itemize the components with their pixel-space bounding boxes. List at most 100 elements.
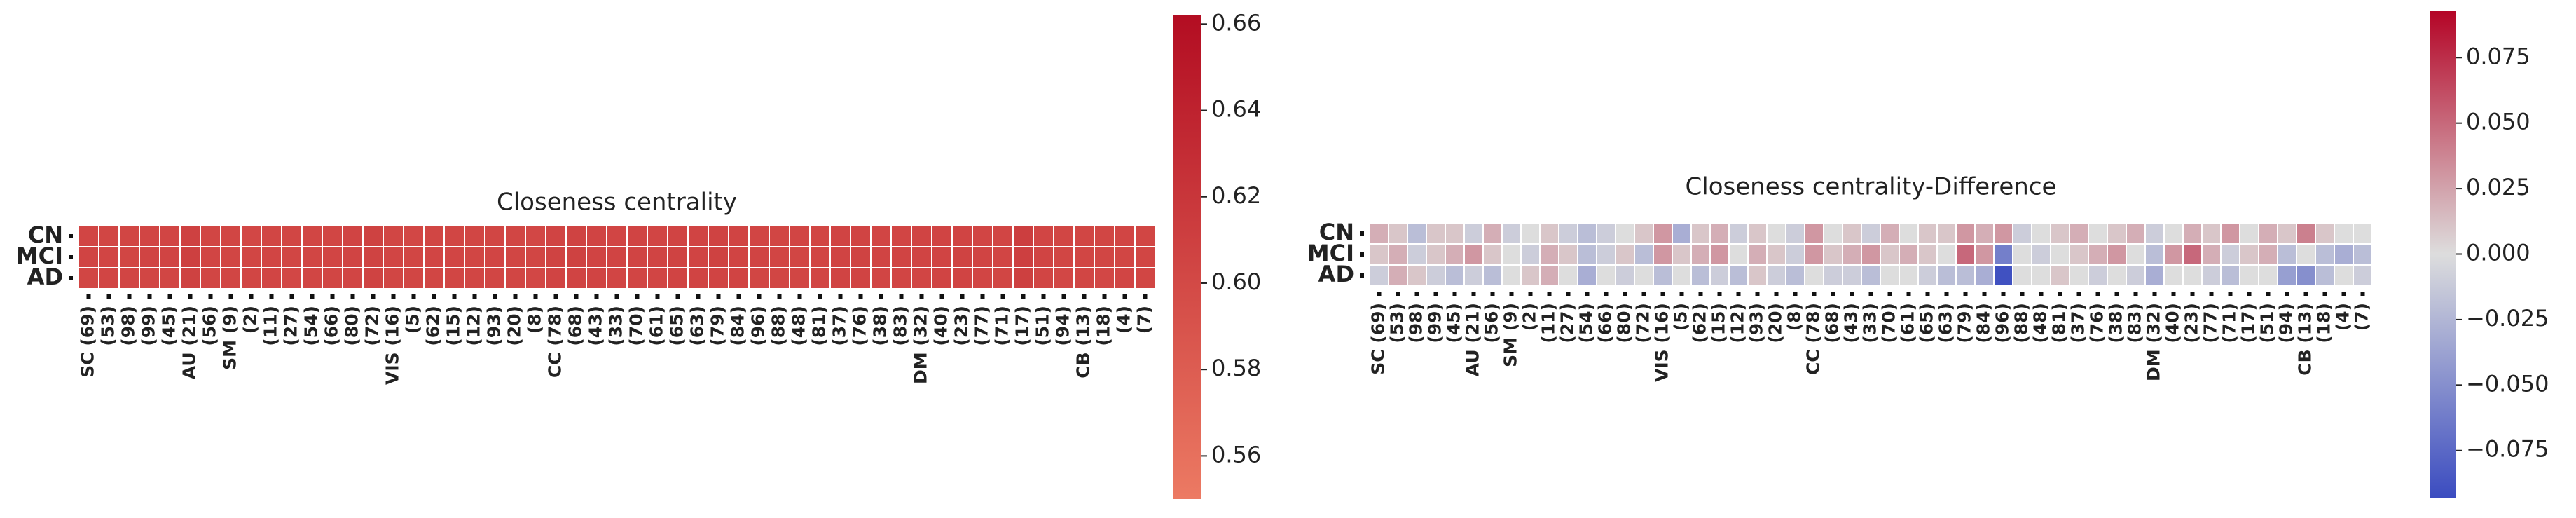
cell — [586, 225, 607, 247]
cell — [1053, 246, 1075, 268]
column-label: (20) — [1765, 303, 1786, 343]
tick-square — [1396, 292, 1400, 296]
row-label: CN — [28, 221, 63, 248]
cell — [626, 225, 648, 247]
cell — [972, 267, 993, 289]
cell — [748, 246, 770, 268]
column-label: (18) — [1094, 306, 1114, 346]
column-label: (81) — [809, 306, 829, 346]
cell — [667, 267, 689, 289]
column-label: (79) — [1955, 303, 1975, 343]
cell — [992, 267, 1014, 289]
tick-square — [1736, 292, 1741, 296]
cell — [1053, 225, 1075, 247]
column-label: (80) — [342, 306, 362, 346]
cell — [220, 267, 242, 289]
cell — [1369, 243, 1389, 266]
row-label: AD — [1318, 261, 1354, 287]
cell — [443, 246, 465, 268]
cell — [464, 267, 485, 289]
cell — [2050, 264, 2070, 287]
cell — [1899, 243, 1919, 266]
tick-square — [1660, 292, 1665, 296]
cell — [281, 225, 303, 247]
column-label: (68) — [1822, 303, 1843, 343]
tick-square — [2247, 292, 2252, 296]
cell — [809, 246, 831, 268]
tick-square — [1755, 292, 1760, 296]
cell — [1653, 222, 1673, 245]
column-label: (84) — [728, 306, 748, 346]
cell — [951, 246, 973, 268]
tick-square — [1414, 292, 1419, 296]
cell — [1747, 264, 1768, 287]
tick-square — [127, 294, 132, 299]
column-label: (65) — [667, 306, 687, 346]
tick-square — [1793, 292, 1798, 296]
column-label: (2) — [1520, 303, 1540, 331]
tick-square — [432, 294, 436, 299]
cell — [1974, 243, 1995, 266]
cell — [606, 246, 628, 268]
tick-square — [696, 294, 701, 299]
cell — [911, 225, 932, 247]
cell — [1672, 264, 1692, 287]
tick-square — [1360, 252, 1364, 257]
tick-square — [1433, 292, 1438, 296]
cell — [647, 267, 668, 289]
cell — [1558, 222, 1578, 245]
cell — [322, 246, 343, 268]
column-label: (8) — [1784, 303, 1805, 331]
cell — [2126, 222, 2146, 245]
cell — [1785, 264, 1805, 287]
cell — [1993, 243, 2013, 266]
cell — [2239, 222, 2259, 245]
cell — [1823, 243, 1843, 266]
cell — [78, 246, 99, 268]
cell — [2069, 264, 2089, 287]
cell — [626, 267, 648, 289]
cell — [1407, 222, 1427, 245]
column-label: (88) — [769, 306, 789, 346]
cell — [606, 267, 628, 289]
cell — [179, 246, 201, 268]
tick-square — [797, 294, 802, 299]
column-label: (66) — [1595, 303, 1616, 343]
cell — [1993, 222, 2013, 245]
cell — [769, 267, 790, 289]
column-label: (40) — [931, 306, 951, 346]
column-label: (7) — [2352, 303, 2372, 331]
cell — [1823, 222, 1843, 245]
column-label: (61) — [647, 306, 667, 346]
cell — [2334, 222, 2354, 245]
cell — [1114, 246, 1136, 268]
cell — [565, 225, 587, 247]
cell — [159, 267, 181, 289]
cell — [159, 246, 181, 268]
cell — [464, 246, 485, 268]
column-label: (40) — [2163, 303, 2183, 343]
tick-square — [2171, 292, 2176, 296]
tick-square — [2133, 292, 2138, 296]
cell — [2126, 243, 2146, 266]
cell — [972, 225, 993, 247]
cell — [2296, 222, 2316, 245]
cell — [1804, 243, 1824, 266]
cell — [2220, 264, 2240, 287]
cell — [931, 246, 953, 268]
cell — [261, 225, 282, 247]
cell — [850, 246, 872, 268]
column-label: CC (78) — [545, 306, 565, 378]
cell — [687, 246, 709, 268]
cell — [1672, 222, 1692, 245]
cell — [1709, 243, 1730, 266]
tick-square — [2209, 292, 2214, 296]
cell — [1747, 222, 1768, 245]
column-label: (66) — [322, 306, 342, 346]
cell — [708, 246, 729, 268]
cell — [1012, 225, 1034, 247]
column-label: VIS (16) — [1652, 303, 1672, 382]
cell — [2239, 264, 2259, 287]
cell — [1463, 222, 1484, 245]
